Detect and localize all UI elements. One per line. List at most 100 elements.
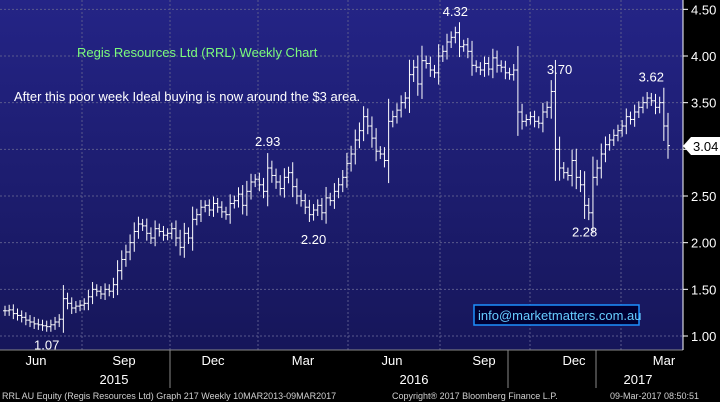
footer: RRL AU Equity (Regis Resources Ltd) Grap… [0, 388, 720, 402]
price-bar [482, 56, 487, 77]
price-bar [515, 46, 520, 136]
price-bar [474, 60, 479, 73]
x-month-label: Sep [472, 353, 495, 368]
price-bar [357, 122, 362, 149]
x-month-label: Jun [382, 353, 403, 368]
price-bar [399, 95, 404, 118]
price-bar [657, 96, 662, 114]
x-month-label: Dec [562, 353, 586, 368]
price-bar [445, 33, 449, 60]
price-bar [382, 147, 387, 168]
price-bar [620, 120, 625, 137]
price-bar [369, 116, 374, 148]
price-bar [44, 320, 49, 332]
price-bar [478, 62, 483, 76]
price-bar [315, 199, 320, 216]
price-bar [353, 129, 358, 165]
price-bar [632, 104, 637, 127]
price-bar [461, 39, 466, 52]
price-bar [653, 93, 658, 115]
y-tick-label: 3.50 [691, 96, 716, 111]
price-bar [132, 222, 137, 252]
x-year-label: 2015 [100, 372, 129, 387]
price-bar [207, 199, 212, 216]
price-bar [661, 87, 666, 141]
price-bar [78, 300, 83, 312]
price-bar [278, 175, 283, 196]
price-bar [244, 180, 249, 216]
price-bar [415, 55, 420, 96]
price-bar [240, 185, 245, 215]
price-bar [269, 160, 274, 183]
price-bar [94, 284, 99, 297]
price-bar [390, 110, 395, 128]
y-tick-label: 4.00 [691, 49, 716, 64]
price-bar [119, 250, 124, 280]
price-bar [403, 92, 408, 109]
price-bar [253, 174, 258, 188]
price-bar [140, 218, 145, 231]
price-bar [582, 171, 587, 219]
price-bar [365, 108, 370, 135]
price-bar [565, 167, 570, 181]
price-bar [457, 22, 462, 58]
price-bar [645, 92, 650, 109]
price-bar [532, 110, 537, 128]
price-bar [453, 26, 458, 44]
price-bar [178, 229, 183, 256]
price-bar [545, 101, 550, 118]
price-bar [432, 64, 437, 78]
contact-link-text[interactable]: info@marketmatters.com.au [478, 308, 641, 323]
price-bar [157, 223, 162, 237]
price-bar [32, 316, 37, 329]
price-bar [7, 304, 12, 316]
price-bar [578, 170, 583, 193]
price-bar [73, 301, 78, 314]
price-bar [40, 319, 45, 331]
contact-link[interactable]: info@marketmatters.com.au [473, 304, 641, 326]
price-bar [574, 148, 579, 190]
y-tick-label: 2.00 [691, 236, 716, 251]
price-bar [69, 297, 74, 314]
price-bar [599, 143, 604, 179]
price-bar [470, 40, 475, 76]
price-bar [299, 190, 304, 207]
price-annotations: 1.07 2.93 2.20 4.32 3.70 2.28 3.62 [34, 4, 664, 352]
price-bar [274, 168, 279, 189]
price-bar [23, 312, 28, 326]
price-bar [224, 206, 228, 220]
footer-right: 09-Mar-2017 08:50:51 [610, 391, 699, 401]
price-bar [394, 103, 399, 124]
price-bar [361, 106, 366, 142]
price-bar [161, 225, 166, 241]
price-bar [128, 234, 133, 261]
price-bar [440, 45, 445, 62]
price-annotation: 1.07 [34, 337, 59, 352]
x-month-label: Sep [112, 353, 135, 368]
price-bar [649, 92, 654, 106]
price-bar [82, 298, 87, 311]
footer-left: RRL AU Equity (Regis Resources Ltd) Grap… [2, 391, 336, 401]
price-bar [340, 170, 345, 193]
price-bar [286, 166, 291, 184]
price-bar [319, 198, 324, 221]
price-bar [640, 96, 645, 114]
price-bar [86, 289, 91, 311]
price-annotation: 2.20 [301, 232, 326, 247]
price-bar [148, 227, 153, 244]
y-axis: 1.001.502.002.503.003.504.004.50 [682, 0, 716, 350]
price-bar [666, 112, 670, 159]
price-bar [503, 60, 508, 80]
price-bar [324, 186, 329, 224]
price-annotation: 2.28 [572, 225, 597, 240]
price-bar [290, 162, 295, 198]
price-bar [228, 194, 233, 224]
price-bar [90, 282, 95, 305]
price-bar [590, 156, 595, 234]
price-bar [153, 220, 158, 247]
price-bar [557, 136, 562, 181]
price-bar [219, 201, 224, 218]
price-bar [595, 159, 600, 186]
price-bar [111, 277, 116, 299]
price-bar [628, 111, 633, 125]
